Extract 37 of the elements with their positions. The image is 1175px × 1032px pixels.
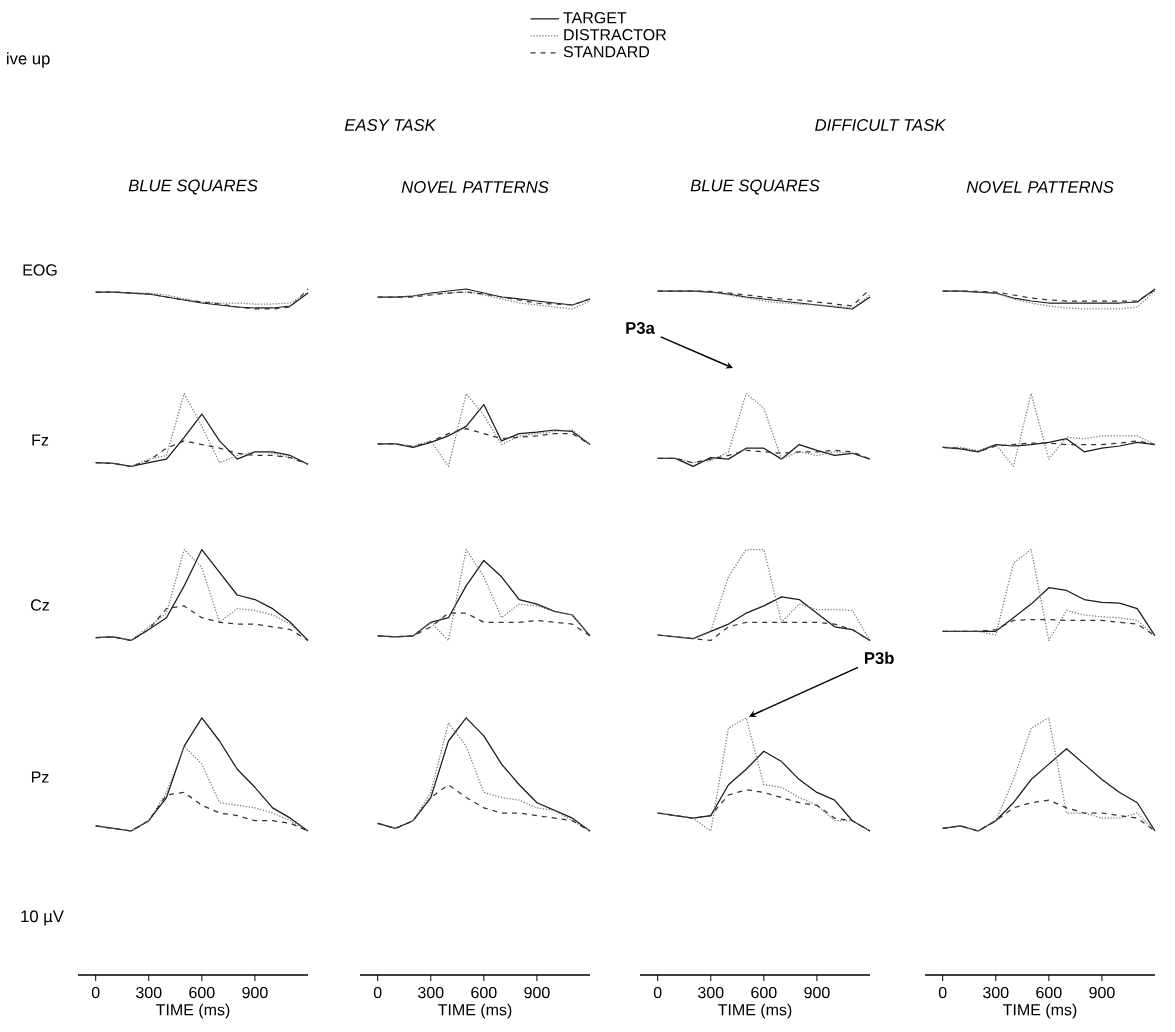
- x-tick-label: 0: [373, 986, 382, 999]
- chart-title: NOVEL PATTERNS: [966, 181, 1114, 193]
- chart-title: BLUE SQUARES: [690, 179, 820, 195]
- y-axis-title: Cz: [31, 599, 49, 611]
- chart-title: NOVEL PATTERNS: [401, 181, 549, 193]
- x-tick-label: 900: [1089, 986, 1115, 999]
- x-axis-title: TIME (ms): [718, 1003, 792, 1019]
- x-tick-label: 900: [804, 986, 830, 999]
- text: EASY TASK: [344, 119, 437, 131]
- annotation: P3b: [865, 651, 894, 664]
- text: DIFFICULT TASK: [815, 119, 947, 131]
- x-tick-label: 300: [418, 986, 444, 999]
- x-tick-label: 600: [751, 986, 777, 999]
- legend-label: DISTRACTOR: [564, 29, 666, 41]
- legend-label: STANDARD: [563, 46, 650, 58]
- x-axis-title: TIME (ms): [156, 1003, 230, 1019]
- y-axis-title: Fz: [32, 434, 49, 446]
- x-tick-label: 600: [471, 986, 497, 999]
- y-axis-title: EOG: [23, 264, 57, 276]
- x-tick-label: 0: [653, 986, 662, 999]
- x-tick-label: 600: [1036, 986, 1062, 999]
- x-axis-title: TIME (ms): [1003, 1003, 1077, 1019]
- text: 10 µV: [21, 910, 64, 926]
- x-tick-label: 300: [983, 986, 1009, 999]
- text: ive up: [7, 52, 50, 68]
- x-tick-label: 900: [242, 986, 268, 999]
- text: P3a: [626, 322, 655, 334]
- x-tick-label: 0: [91, 986, 100, 999]
- x-tick-label: 300: [698, 986, 724, 999]
- x-axis-title: TIME (ms): [438, 1003, 512, 1019]
- y-axis-title: Pz: [31, 771, 49, 783]
- x-tick-label: 600: [189, 986, 215, 999]
- x-tick-label: 0: [938, 986, 947, 999]
- legend-label: TARGET: [563, 12, 627, 24]
- x-tick-label: 300: [136, 986, 162, 999]
- chart-title: BLUE SQUARES: [128, 179, 258, 195]
- x-tick-label: 900: [524, 986, 550, 999]
